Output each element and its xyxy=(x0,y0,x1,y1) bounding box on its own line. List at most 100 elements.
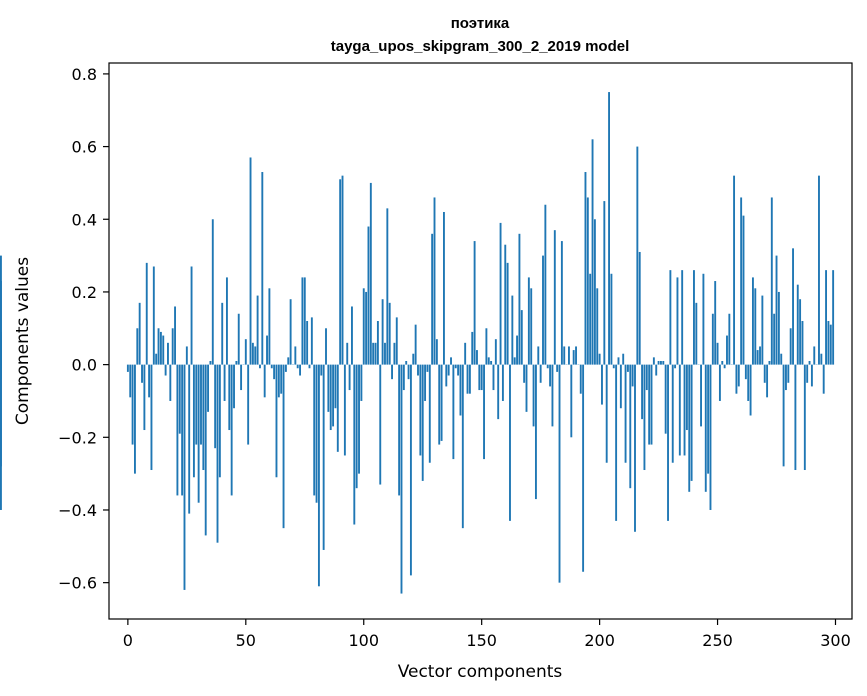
bar xyxy=(544,204,547,365)
bar xyxy=(351,306,353,365)
bar xyxy=(777,291,780,365)
bar xyxy=(806,364,809,383)
bar xyxy=(584,172,587,365)
bar xyxy=(534,364,537,500)
bar xyxy=(301,277,304,365)
bar xyxy=(476,350,478,365)
bar xyxy=(299,364,301,376)
bar xyxy=(773,313,776,365)
bar xyxy=(289,299,292,365)
bar xyxy=(483,364,485,460)
bar xyxy=(818,175,820,365)
bar xyxy=(343,364,346,456)
bar xyxy=(681,270,684,365)
bar xyxy=(367,226,370,365)
bar xyxy=(313,364,316,496)
bar xyxy=(591,139,594,365)
bar xyxy=(596,288,599,365)
bar xyxy=(398,364,401,496)
bar xyxy=(188,364,191,514)
bar xyxy=(608,92,610,365)
bar xyxy=(211,219,214,365)
bar xyxy=(192,364,195,478)
bar xyxy=(417,364,419,376)
bar xyxy=(726,335,728,365)
x-tick-label: 150 xyxy=(466,631,497,650)
bar xyxy=(669,270,672,365)
bar xyxy=(282,364,285,529)
bar xyxy=(126,364,129,372)
bar xyxy=(695,302,698,365)
bar xyxy=(702,273,705,365)
bar xyxy=(428,364,431,463)
bar xyxy=(183,364,186,590)
bar xyxy=(369,182,372,365)
bar xyxy=(412,353,415,365)
bar xyxy=(136,328,139,365)
bar xyxy=(523,364,526,383)
bar xyxy=(775,255,778,365)
bar xyxy=(501,364,504,401)
bar xyxy=(641,364,644,420)
bar xyxy=(558,364,561,583)
bar xyxy=(636,146,639,365)
bar xyxy=(667,364,669,521)
bar xyxy=(247,364,250,445)
bar xyxy=(678,364,681,456)
bar xyxy=(374,342,377,365)
bar xyxy=(317,364,320,587)
bar xyxy=(601,364,603,405)
x-tick-label: 50 xyxy=(236,631,256,650)
bar xyxy=(256,295,259,365)
bar xyxy=(202,364,205,471)
bar xyxy=(589,273,592,365)
bar xyxy=(485,328,488,365)
bar xyxy=(454,364,457,369)
bar xyxy=(796,284,799,365)
bar xyxy=(803,364,806,471)
bar xyxy=(240,364,243,391)
bar xyxy=(155,353,158,365)
bar xyxy=(813,346,816,365)
bar xyxy=(761,295,764,365)
bar xyxy=(315,364,318,503)
bar xyxy=(308,364,311,369)
bar xyxy=(593,219,596,365)
bar xyxy=(570,364,573,438)
bar xyxy=(759,346,761,365)
bar xyxy=(254,346,257,365)
bar xyxy=(178,364,181,434)
bar xyxy=(306,321,309,365)
bar xyxy=(150,364,153,471)
bar xyxy=(494,339,497,365)
bar xyxy=(605,364,608,463)
bar xyxy=(287,357,290,365)
bar xyxy=(827,321,830,365)
bar xyxy=(277,364,280,398)
bar xyxy=(598,353,601,365)
bar xyxy=(233,364,235,409)
bar xyxy=(169,364,172,401)
bar xyxy=(690,364,693,481)
bar xyxy=(563,346,566,365)
bar xyxy=(214,364,217,449)
bar xyxy=(157,328,160,365)
bar xyxy=(610,273,613,365)
bar xyxy=(617,357,620,365)
bar xyxy=(785,364,787,391)
bar xyxy=(237,313,240,365)
bar xyxy=(754,288,757,365)
bar xyxy=(339,179,342,365)
bar xyxy=(266,335,268,365)
bar xyxy=(747,364,750,401)
bar xyxy=(711,313,714,365)
bar xyxy=(688,364,691,492)
bar xyxy=(492,364,495,391)
bar xyxy=(167,342,169,365)
bar xyxy=(530,288,533,365)
bar xyxy=(131,364,134,445)
bar xyxy=(735,364,738,394)
bar xyxy=(473,241,476,365)
x-tick-label: 200 xyxy=(584,631,615,650)
bar xyxy=(461,364,464,529)
